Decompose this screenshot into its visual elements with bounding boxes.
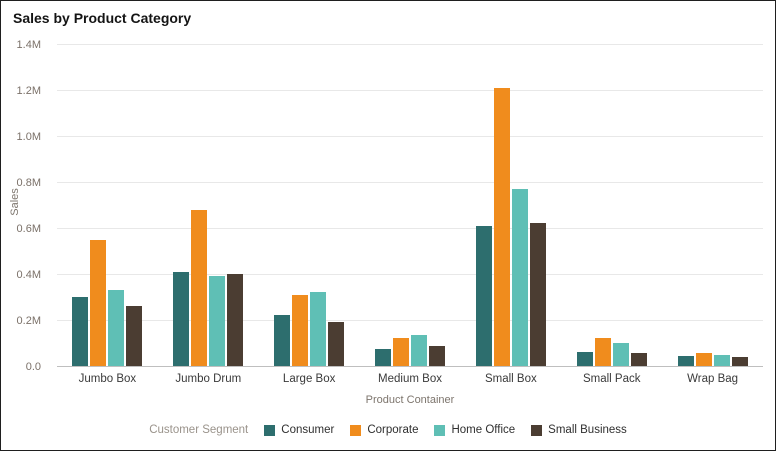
x-tick-label-small-box: Small Box: [484, 373, 537, 385]
gridline: [57, 320, 763, 321]
bar-group-jumbo-drum: [158, 45, 259, 366]
bar-group-small-box: [460, 45, 561, 366]
bar-consumer-small-pack[interactable]: [576, 352, 593, 366]
y-tick-label: 1.4M: [16, 39, 41, 51]
legend-item-corporate[interactable]: Corporate: [350, 424, 418, 436]
x-tick-label-wrap-bag: Wrap Bag: [687, 373, 739, 385]
bar-small-business-small-box[interactable]: [529, 223, 546, 366]
bar-group-medium-box: [360, 45, 461, 366]
legend-label-home-office: Home Office: [451, 424, 516, 436]
bar-group-wrap-bag: [662, 45, 763, 366]
gridline: [57, 136, 763, 137]
bar-small-business-small-pack[interactable]: [630, 353, 647, 366]
bar-corporate-wrap-bag[interactable]: [695, 353, 712, 366]
bar-small-business-medium-box[interactable]: [429, 346, 445, 366]
bar-corporate-jumbo-drum[interactable]: [191, 209, 208, 366]
bar-group-large-box: [259, 45, 360, 366]
legend-label-corporate: Corporate: [367, 424, 419, 436]
y-tick-label: 0.0: [25, 361, 41, 373]
legend-label-consumer: Consumer: [281, 424, 335, 436]
plot-area: [57, 44, 763, 367]
x-axis-title: Product Container: [365, 394, 455, 406]
y-tick-label: 1.2M: [16, 85, 41, 97]
legend-swatch-home-office: [434, 424, 446, 436]
y-tick-label: 0.4M: [16, 269, 41, 281]
gridline: [57, 274, 763, 275]
legend-item-consumer[interactable]: Consumer: [264, 424, 334, 436]
bar-consumer-jumbo-box[interactable]: [72, 297, 89, 366]
bar-home-office-jumbo-drum[interactable]: [209, 276, 226, 366]
y-tick-label: 0.8M: [16, 177, 41, 189]
legend-items: Consumer Corporate Home Office Small Busine…: [264, 424, 627, 436]
bar-consumer-jumbo-drum[interactable]: [173, 271, 190, 366]
bar-home-office-small-box[interactable]: [511, 188, 528, 366]
chart-title: Sales by Product Category: [13, 10, 192, 26]
bar-home-office-medium-box[interactable]: [411, 334, 427, 366]
gridline: [57, 182, 763, 183]
x-tick-label-medium-box: Medium Box: [378, 373, 442, 385]
legend-swatch-corporate: [350, 424, 362, 436]
x-tick-label-jumbo-box: Jumbo Box: [78, 373, 137, 385]
bar-consumer-wrap-bag[interactable]: [677, 355, 694, 366]
bar-corporate-medium-box[interactable]: [393, 338, 409, 366]
bar-corporate-large-box[interactable]: [292, 294, 309, 366]
x-tick-label-small-pack: Small Pack: [582, 373, 641, 385]
bar-small-business-jumbo-box[interactable]: [126, 306, 143, 366]
y-tick-label: 0.6M: [16, 223, 41, 235]
legend: Customer Segment Consumer Corporate Home O…: [1, 424, 775, 436]
bar-corporate-jumbo-box[interactable]: [90, 239, 107, 366]
gridline: [57, 228, 763, 229]
bar-small-business-large-box[interactable]: [328, 322, 345, 366]
bar-group-jumbo-box: [57, 45, 158, 366]
bar-group-small-pack: [561, 45, 662, 366]
legend-title: Customer Segment: [149, 424, 249, 436]
bar-home-office-jumbo-box[interactable]: [108, 290, 125, 366]
gridlines: [57, 44, 763, 366]
x-tick-label-large-box: Large Box: [282, 373, 336, 385]
legend-item-small-business[interactable]: Small Business: [531, 424, 627, 436]
bar-corporate-small-box[interactable]: [493, 87, 510, 366]
y-axis: 0.0 0.2M 0.4M 0.6M 0.8M 1.0M 1.2M 1.4M: [1, 39, 47, 373]
legend-item-home-office[interactable]: Home Office: [434, 424, 515, 436]
gridline: [57, 44, 763, 45]
bar-groups: [57, 45, 763, 366]
x-axis: Jumbo Box Jumbo Drum Large Box Medium Box Sm…: [57, 373, 763, 385]
bar-small-business-jumbo-drum[interactable]: [227, 274, 244, 366]
bar-corporate-small-pack[interactable]: [594, 338, 611, 366]
bar-home-office-small-pack[interactable]: [612, 343, 629, 366]
bar-consumer-medium-box[interactable]: [375, 348, 391, 366]
y-tick-label: 0.2M: [16, 315, 41, 327]
y-tick-label: 1.0M: [16, 131, 41, 143]
bar-home-office-wrap-bag[interactable]: [713, 354, 730, 366]
legend-label-small-business: Small Business: [548, 424, 627, 436]
bar-small-business-wrap-bag[interactable]: [731, 356, 748, 366]
gridline: [57, 90, 763, 91]
bar-consumer-small-box[interactable]: [475, 225, 492, 366]
legend-swatch-small-business: [531, 424, 543, 436]
x-tick-label-jumbo-drum: Jumbo Drum: [175, 373, 242, 385]
legend-swatch-consumer: [264, 424, 276, 436]
bar-consumer-large-box[interactable]: [274, 315, 291, 366]
bar-home-office-large-box[interactable]: [310, 292, 327, 366]
